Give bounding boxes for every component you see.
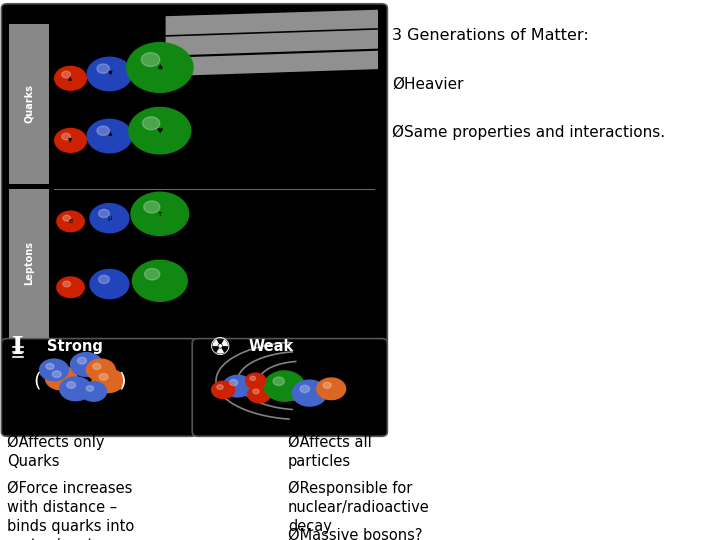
- Circle shape: [253, 389, 259, 394]
- Text: Quarks: Quarks: [24, 84, 34, 123]
- Circle shape: [143, 117, 160, 130]
- Text: ▲: ▲: [68, 76, 73, 81]
- Text: ØResponsible for
nuclear/radioactive
decay: ØResponsible for nuclear/radioactive dec…: [288, 481, 430, 534]
- Circle shape: [250, 376, 256, 380]
- Circle shape: [141, 52, 160, 66]
- Circle shape: [92, 369, 124, 393]
- Circle shape: [93, 363, 101, 369]
- Text: ): ): [119, 371, 126, 390]
- Text: ▼: ▼: [68, 138, 73, 143]
- Circle shape: [57, 277, 84, 298]
- Circle shape: [144, 201, 160, 213]
- Circle shape: [86, 386, 94, 391]
- Circle shape: [81, 382, 107, 401]
- Text: ØSame properties and interactions.: ØSame properties and interactions.: [392, 125, 665, 140]
- Circle shape: [86, 359, 115, 381]
- Circle shape: [264, 371, 305, 401]
- Circle shape: [132, 260, 187, 301]
- Circle shape: [90, 269, 129, 299]
- Circle shape: [248, 386, 271, 403]
- Circle shape: [90, 204, 129, 233]
- Text: ♣: ♣: [107, 133, 112, 139]
- Circle shape: [99, 210, 109, 218]
- Circle shape: [212, 381, 235, 399]
- Circle shape: [78, 357, 86, 364]
- Text: ØMassive bosons?: ØMassive bosons?: [288, 528, 423, 540]
- Circle shape: [53, 371, 61, 377]
- Polygon shape: [166, 51, 378, 76]
- Text: ØAffects all
particles: ØAffects all particles: [288, 435, 372, 469]
- Text: τ: τ: [158, 211, 162, 217]
- Circle shape: [246, 373, 266, 388]
- Circle shape: [55, 66, 86, 90]
- Text: (: (: [34, 371, 41, 390]
- Circle shape: [131, 192, 189, 235]
- Text: e: e: [68, 218, 73, 225]
- Text: Strong: Strong: [47, 339, 103, 354]
- Circle shape: [230, 380, 238, 386]
- Circle shape: [127, 43, 193, 92]
- Circle shape: [323, 382, 331, 388]
- Circle shape: [62, 133, 71, 140]
- Circle shape: [71, 353, 102, 376]
- Circle shape: [40, 359, 68, 381]
- Text: ØHeavier: ØHeavier: [392, 76, 464, 91]
- Circle shape: [300, 386, 310, 393]
- Circle shape: [317, 378, 346, 400]
- Circle shape: [217, 384, 223, 389]
- Circle shape: [273, 377, 284, 386]
- Text: 3 Generations of Matter:: 3 Generations of Matter:: [392, 28, 589, 43]
- Circle shape: [87, 57, 132, 91]
- Text: ØForce increases
with distance –
binds quarks into
proton/neutrons: ØForce increases with distance – binds q…: [7, 481, 135, 540]
- Text: ☢: ☢: [208, 336, 231, 360]
- Text: ♠: ♠: [156, 63, 163, 72]
- Circle shape: [87, 119, 132, 153]
- Text: Weak: Weak: [248, 339, 294, 354]
- Polygon shape: [166, 30, 378, 56]
- Circle shape: [99, 275, 109, 284]
- Circle shape: [55, 129, 86, 152]
- Bar: [9, 24, 49, 184]
- Circle shape: [62, 71, 71, 78]
- FancyBboxPatch shape: [1, 339, 197, 436]
- Circle shape: [97, 126, 109, 136]
- Circle shape: [129, 107, 191, 154]
- Circle shape: [57, 211, 84, 232]
- Circle shape: [67, 382, 76, 388]
- Text: Leptons: Leptons: [24, 241, 34, 285]
- FancyBboxPatch shape: [1, 4, 387, 345]
- Circle shape: [99, 374, 108, 380]
- Text: I: I: [12, 335, 24, 359]
- Circle shape: [292, 380, 327, 406]
- Circle shape: [223, 375, 252, 397]
- Text: ♥: ♥: [107, 71, 112, 77]
- Circle shape: [145, 268, 160, 280]
- Circle shape: [63, 281, 71, 287]
- Circle shape: [63, 215, 71, 221]
- Polygon shape: [166, 10, 378, 35]
- Text: μ: μ: [107, 215, 112, 221]
- Bar: [9, 189, 49, 338]
- Circle shape: [45, 366, 77, 390]
- FancyBboxPatch shape: [192, 339, 387, 436]
- Circle shape: [60, 377, 91, 401]
- Circle shape: [97, 64, 109, 73]
- Text: ♥: ♥: [157, 127, 163, 134]
- Circle shape: [46, 363, 54, 369]
- Text: ØAffects only
Quarks: ØAffects only Quarks: [7, 435, 104, 469]
